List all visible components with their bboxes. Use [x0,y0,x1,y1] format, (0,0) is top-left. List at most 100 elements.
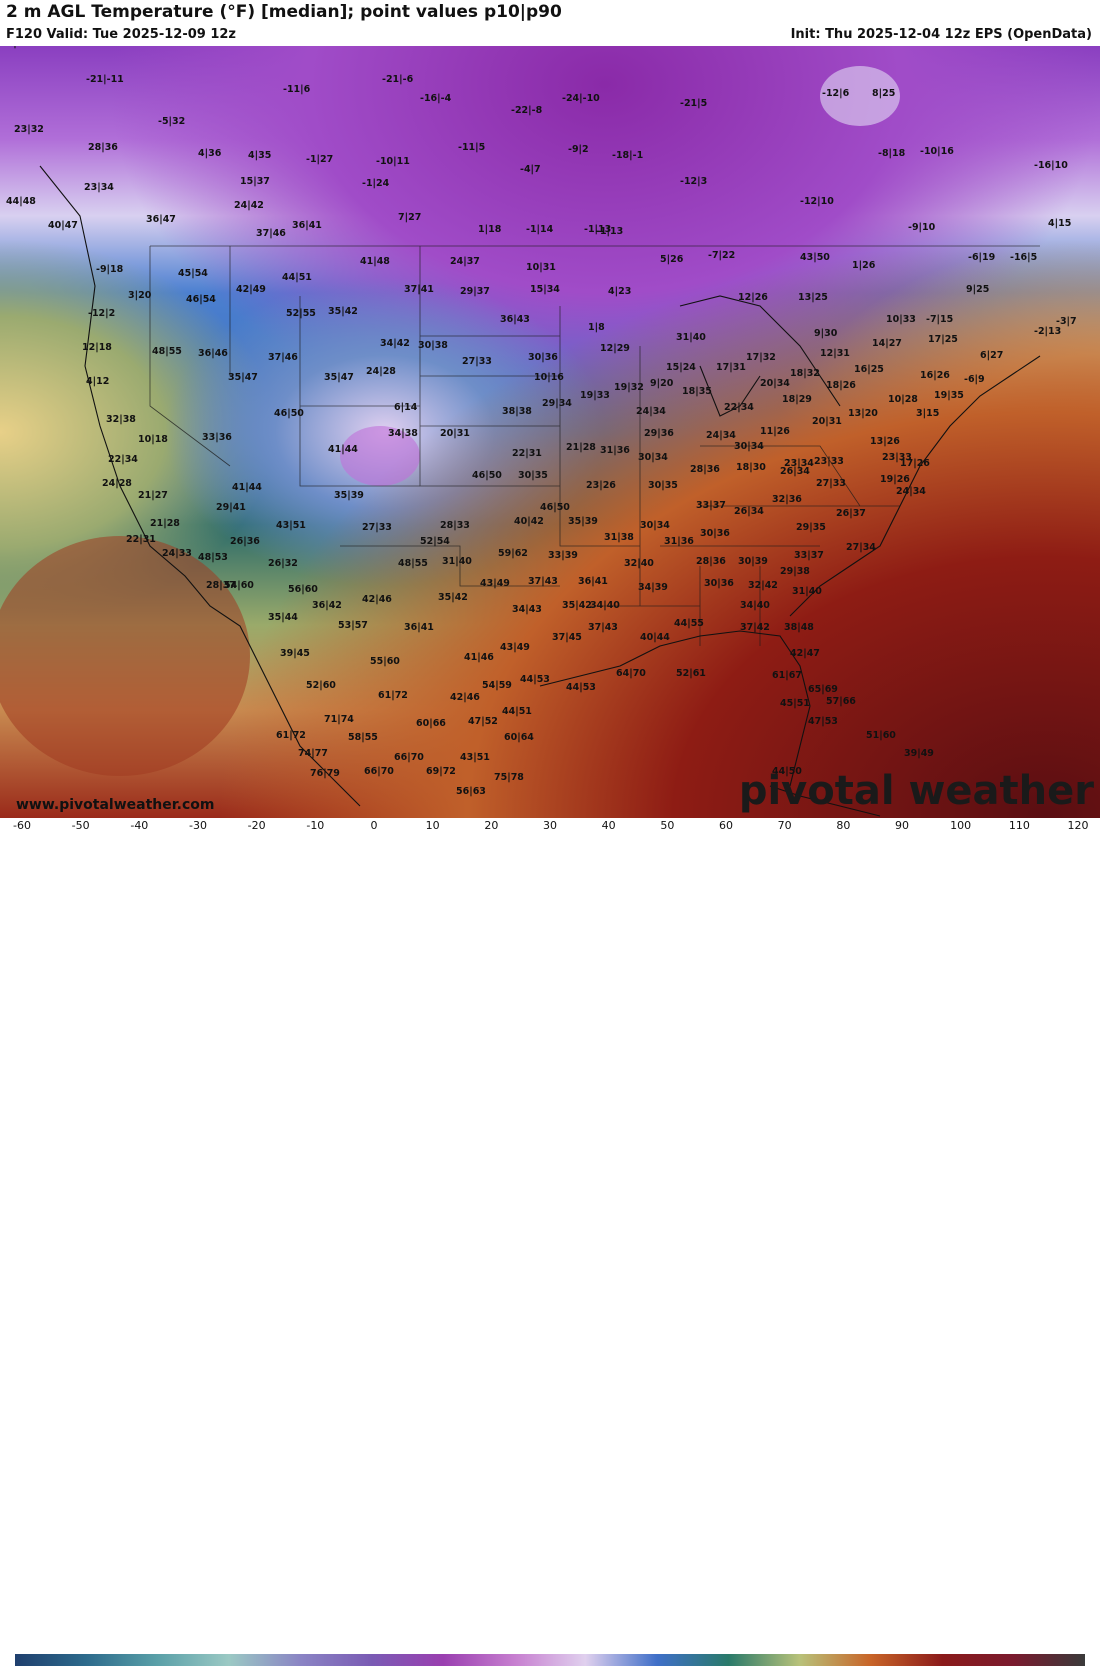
point-value-label: 28|37 [206,580,236,591]
temperature-map[interactable]: -21|-11 -11|6 -21|-6 -16|-4 -22|-8 -24|-10 -21… [0,46,1100,818]
point-value-label: 17|32 [746,352,776,363]
point-value-label: 5|26 [660,254,684,265]
point-value-label: 46|50 [540,502,570,513]
point-value-label: -6|19 [968,252,995,263]
legend-tick-label: 100 [950,819,972,832]
point-value-label: 53|57 [338,620,368,631]
point-value-label: 47|52 [468,716,498,727]
point-value-label: 23|26 [586,480,616,491]
legend-tick-label: -60 [13,819,31,832]
point-value-label: 38|48 [784,622,814,633]
point-value-label: 10|18 [138,434,168,445]
site-credit[interactable]: www.pivotalweather.com [16,797,215,813]
legend-tick-label: 10 [425,819,440,832]
point-value-label: 37|43 [528,576,558,587]
legend-tick-label: -10 [306,819,325,832]
point-value-label: 27|34 [846,542,876,553]
point-value-label: 31|40 [792,586,822,597]
map-title: 2 m AGL Temperature (°F) [median]; point… [6,2,562,22]
point-value-label: 12|26 [738,292,768,303]
point-value-label: 23|32 [14,124,44,135]
point-value-label: 36|41 [404,622,434,633]
point-value-label: 48|55 [398,558,428,569]
point-value-label: 29|34 [542,398,572,409]
legend-tick-label: 70 [777,819,792,832]
point-value-label: 24|33 [162,548,192,559]
point-value-label: 35|42 [562,600,592,611]
point-value-label: 30|39 [738,556,768,567]
point-value-label: 27|33 [362,522,392,533]
point-value-label: 43|51 [460,752,490,763]
point-value-label: -22|-8 [511,105,543,116]
point-value-label: 18|35 [682,386,712,397]
point-value-label: -1|27 [306,154,333,165]
point-value-label: 52|55 [286,308,316,319]
point-value-label: 21|27 [138,490,168,501]
point-value-label: 44|51 [502,706,532,717]
point-value-label: 56|60 [288,584,318,595]
point-value-label: 6|14 [394,402,418,413]
point-value-label: 4|12 [86,376,109,387]
point-value-label: 23|33 [814,456,844,467]
point-value-label: 32|42 [748,580,778,591]
point-value-label: -1|13 [584,224,611,235]
point-value-label: 43|50 [800,252,830,263]
point-value-label: 4|35 [248,150,271,161]
point-value-label: 42|46 [450,692,480,703]
legend-tick-label: -50 [71,819,90,832]
point-value-label: 36|43 [500,314,530,325]
point-value-label: 34|40 [590,600,620,611]
point-value-label: 28|36 [88,142,118,153]
point-value-label: 3|20 [128,290,152,301]
point-value-label: 42|46 [362,594,392,605]
point-value-label: 37|42 [740,622,770,633]
point-value-label: 1|18 [478,224,502,235]
point-value-label: -1|14 [526,224,554,235]
point-value-label: 64|70 [616,668,646,679]
legend-tick-label: 60 [719,819,733,832]
point-value-label: 35|39 [568,516,598,527]
point-value-label: 48|53 [198,552,228,563]
point-value-label: -7|15 [926,314,953,325]
point-value-label: -24|-10 [562,93,600,104]
point-value-label: -2|13 [1034,326,1061,337]
point-value-label: 30|35 [648,480,678,491]
point-value-label: 18|30 [736,462,766,473]
point-value-label: 40|42 [514,516,544,527]
point-value-label: -3|7 [1056,316,1077,327]
point-value-label: 4|23 [608,286,631,297]
point-value-label: -12|2 [88,308,115,319]
point-value-label: 31|40 [676,332,706,343]
legend-tick-label: 120 [1067,819,1089,832]
point-value-label: 30|36 [528,352,558,363]
point-value-label: 44|51 [282,272,312,283]
point-value-label: 35|42 [328,306,358,317]
point-value-label: 30|34 [640,520,670,531]
point-values: -21|-11 -11|6 -21|-6 -16|-4 -22|-8 -24|-10 -21… [0,46,1077,797]
point-value-label: 28|36 [696,556,726,567]
point-value-label: 8|25 [872,88,895,99]
point-value-label: 46|54 [186,294,216,305]
point-value-label: 28|33 [440,520,470,531]
color-legend: -60 -50 -40 -30 -20 -10 0 10 20 30 40 50 60 70 80 90 100… [0,818,1100,1666]
point-value-label: 44|50 [772,766,802,777]
point-value-label: 61|67 [772,670,802,681]
point-value-label: 13|20 [848,408,878,419]
point-value-label: 12|29 [600,343,630,354]
point-value-label: 76|79 [310,768,340,779]
point-value-label: 22|31 [126,534,156,545]
point-value-label: 10|33 [886,314,916,325]
point-value-label: -10|11 [376,156,410,167]
point-value-label: 74|77 [298,748,328,759]
legend-tick-label: 50 [660,819,675,832]
point-value-label: -18|-1 [612,150,643,161]
point-value-label: 4|15 [1048,218,1071,229]
point-value-label: 20|34 [760,378,790,389]
point-value-label: 30|36 [704,578,734,589]
point-value-label: 47|53 [808,716,838,727]
point-value-label: 19|33 [580,390,610,401]
point-value-label: 28|36 [690,464,720,475]
point-value-label: 44|52 [0,46,30,49]
point-value-label: 71|74 [324,714,354,725]
point-value-label: 9|25 [966,284,989,295]
